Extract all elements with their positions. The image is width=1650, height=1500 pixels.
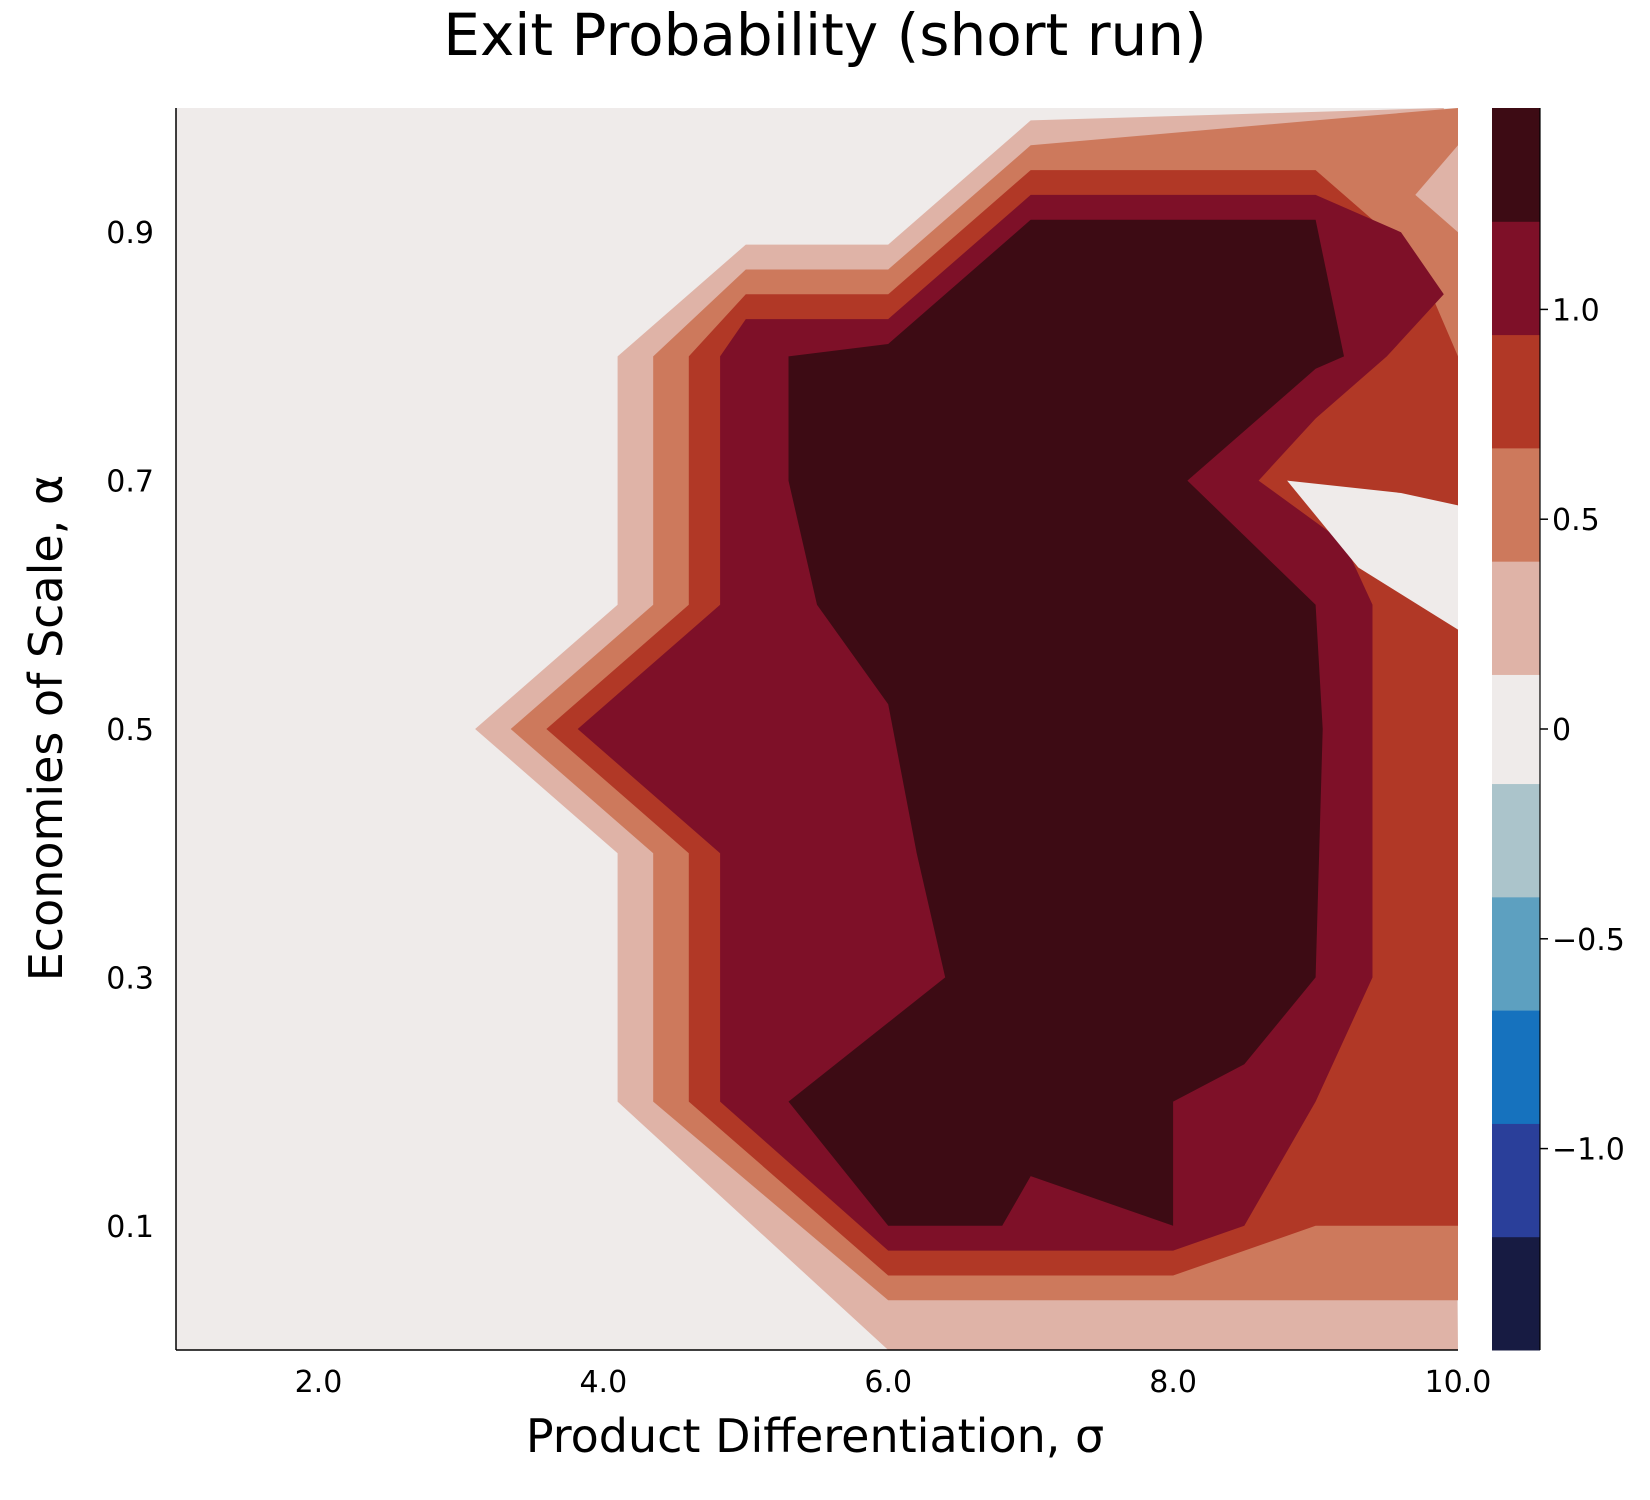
colorbar: 1.0 0.5 0 −0.5 −1.0 — [1492, 108, 1625, 1351]
colorbar-band — [1492, 108, 1540, 222]
colorbar-levels — [1492, 108, 1541, 1351]
colorbar-tick-label: 0.5 — [1552, 503, 1600, 538]
y-axis-label: Economies of Scale, α — [19, 475, 73, 982]
contour-region-6 — [1415, 145, 1458, 233]
x-tick-label: 10.0 — [1425, 1365, 1492, 1400]
colorbar-band — [1492, 783, 1540, 898]
y-tick-label: 0.5 — [106, 713, 154, 748]
colorbar-band — [1492, 561, 1540, 675]
contour-region-4 — [788, 219, 1344, 1226]
plot-area: 2.0 4.0 6.0 8.0 10.0 0.1 0.3 0.5 0.7 0.9 — [106, 108, 1491, 1400]
y-tick-label: 0.7 — [106, 465, 154, 500]
x-axis-label: Product Differentiation, σ — [526, 1409, 1104, 1463]
x-ticks: 2.0 4.0 6.0 8.0 10.0 — [295, 1365, 1492, 1400]
colorbar-tick-label: −1.0 — [1552, 1133, 1625, 1168]
y-tick-label: 0.1 — [106, 1210, 154, 1245]
contour-regions — [475, 108, 1459, 1350]
x-tick-label: 2.0 — [295, 1365, 343, 1400]
colorbar-band — [1492, 1010, 1540, 1124]
chart-title: Exit Probability (short run) — [443, 1, 1206, 69]
x-tick-label: 4.0 — [579, 1365, 627, 1400]
colorbar-ticks: 1.0 0.5 0 −0.5 −1.0 — [1540, 293, 1625, 1168]
y-tick-label: 0.9 — [106, 216, 154, 251]
colorbar-tick-label: 0 — [1552, 713, 1571, 748]
colorbar-band — [1492, 1236, 1540, 1351]
colorbar-band — [1492, 334, 1540, 449]
colorbar-band — [1492, 896, 1540, 1011]
y-tick-label: 0.3 — [106, 961, 154, 996]
x-tick-label: 8.0 — [1149, 1365, 1197, 1400]
x-tick-label: 6.0 — [864, 1365, 912, 1400]
colorbar-band — [1492, 674, 1540, 785]
colorbar-band — [1492, 1123, 1540, 1238]
colorbar-band — [1492, 447, 1540, 562]
contour-region-5 — [1287, 480, 1458, 630]
y-ticks: 0.1 0.3 0.5 0.7 0.9 — [106, 216, 154, 1245]
colorbar-tick-label: −0.5 — [1552, 923, 1625, 958]
colorbar-band — [1492, 221, 1540, 336]
colorbar-tick-label: 1.0 — [1552, 293, 1600, 328]
